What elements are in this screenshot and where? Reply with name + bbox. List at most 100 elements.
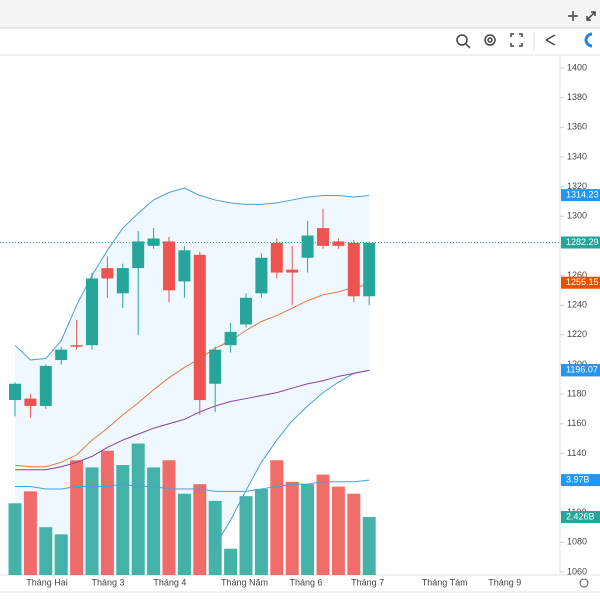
volume-bar xyxy=(177,493,191,575)
volume-bar xyxy=(8,503,22,575)
volume-bar xyxy=(254,488,268,575)
candle-body xyxy=(286,269,299,273)
y-tick-label: 1140 xyxy=(567,448,586,458)
candle-body xyxy=(317,228,329,246)
y-tick-label: 1220 xyxy=(567,329,587,339)
volume-bar xyxy=(224,548,238,575)
candle-body xyxy=(178,250,191,282)
volume-bar xyxy=(301,484,315,575)
candle-body xyxy=(363,242,376,297)
price-tag xyxy=(561,236,600,249)
price-tag-label: 2.426B xyxy=(566,511,595,521)
x-tick-label: Tháng 6 xyxy=(290,577,323,587)
price-tag-label: 1314.23 xyxy=(566,190,599,200)
y-tick-label: 1160 xyxy=(567,418,586,428)
volume-bar xyxy=(362,517,376,575)
volume-bar xyxy=(270,460,284,575)
volume-bar xyxy=(316,474,330,575)
candle-body xyxy=(132,241,145,269)
share-icon[interactable] xyxy=(545,34,556,46)
price-tag xyxy=(561,189,600,202)
volume-bar xyxy=(162,460,176,575)
volume-bar xyxy=(70,460,84,575)
candle-body xyxy=(39,365,52,406)
volume-bar xyxy=(285,481,299,575)
y-tick-label: 1320 xyxy=(567,181,587,191)
volume-bar xyxy=(100,450,114,575)
candle-body xyxy=(347,242,360,297)
tab-bar xyxy=(0,0,600,28)
candle-body xyxy=(255,257,268,294)
candle-body xyxy=(209,349,222,384)
candle-body xyxy=(332,241,345,246)
candle-body xyxy=(86,278,98,346)
y-tick-label: 1080 xyxy=(567,537,587,547)
candle-body xyxy=(9,383,21,401)
y-tick-label: 1380 xyxy=(567,92,587,102)
volume-bar xyxy=(85,467,99,575)
expand-icon[interactable] xyxy=(586,11,596,21)
volume-bar xyxy=(39,527,53,575)
y-tick-label: 1340 xyxy=(567,151,587,161)
x-tick-label: Tháng Tám xyxy=(422,577,468,587)
volume-bar xyxy=(239,496,253,575)
candle-body xyxy=(147,238,160,246)
volume-bar xyxy=(193,484,207,575)
overlay-line xyxy=(14,187,370,361)
x-tick-label: Tháng 4 xyxy=(153,577,186,587)
x-tick-label: Tháng Hai xyxy=(26,577,68,587)
volume-bar xyxy=(347,493,361,575)
candle-body xyxy=(224,331,237,346)
overlay-line xyxy=(15,369,370,471)
candle-body xyxy=(163,241,175,291)
candle-body xyxy=(70,345,83,347)
band-fill xyxy=(15,188,370,575)
volume-bar xyxy=(147,467,161,575)
x-tick-label: Tháng Năm xyxy=(221,577,268,587)
candle-body xyxy=(24,398,37,406)
candle-body xyxy=(301,235,314,258)
settings-icon[interactable] xyxy=(484,34,496,46)
price-tag-label: 3.97B xyxy=(566,474,590,484)
toolbar-icons xyxy=(456,11,596,49)
candle-body xyxy=(270,242,283,273)
price-tag xyxy=(561,276,600,289)
zoom-icon[interactable] xyxy=(456,34,468,46)
volume-bar xyxy=(331,486,345,575)
overlay-line xyxy=(214,369,370,546)
plot: 1060108011001120114011601180120012201240… xyxy=(0,62,600,587)
volume-ma xyxy=(15,479,370,492)
volume-bar xyxy=(54,534,68,575)
candle-body xyxy=(101,268,114,279)
fullscreen-icon[interactable] xyxy=(510,33,523,47)
settings-center xyxy=(487,37,493,43)
logo-icon xyxy=(584,32,593,48)
volume-bar xyxy=(208,500,222,575)
x-tick-label: Tháng 9 xyxy=(488,577,521,587)
x-tick-label: Tháng 3 xyxy=(92,577,125,587)
candle-body xyxy=(193,254,206,401)
volume-bar xyxy=(131,443,145,575)
overlay-line xyxy=(14,283,370,468)
y-tick-label: 1180 xyxy=(567,388,586,398)
candle-body xyxy=(240,297,252,325)
x-tick-label: Tháng 7 xyxy=(351,577,384,587)
y-tick-label: 1240 xyxy=(567,300,587,310)
add-icon[interactable] xyxy=(568,11,578,21)
y-tick-label: 1200 xyxy=(567,359,587,369)
candle-body xyxy=(116,268,129,294)
price-tag-label: 1255.15 xyxy=(566,277,599,287)
price-tag-label: 1196.07 xyxy=(566,365,598,375)
zoom-handle xyxy=(465,43,471,49)
y-tick-label: 1360 xyxy=(567,122,587,132)
price-tag xyxy=(561,364,600,377)
axis-settings-icon[interactable] xyxy=(579,578,589,588)
y-tick-label: 1300 xyxy=(567,211,587,221)
y-tick-label: 1060 xyxy=(567,566,587,576)
volume-bar xyxy=(23,491,37,575)
price-tag-label: 1282.29 xyxy=(566,237,599,247)
candle-body xyxy=(55,349,68,361)
y-tick-label: 1260 xyxy=(567,270,587,280)
volume-bar xyxy=(116,465,130,575)
